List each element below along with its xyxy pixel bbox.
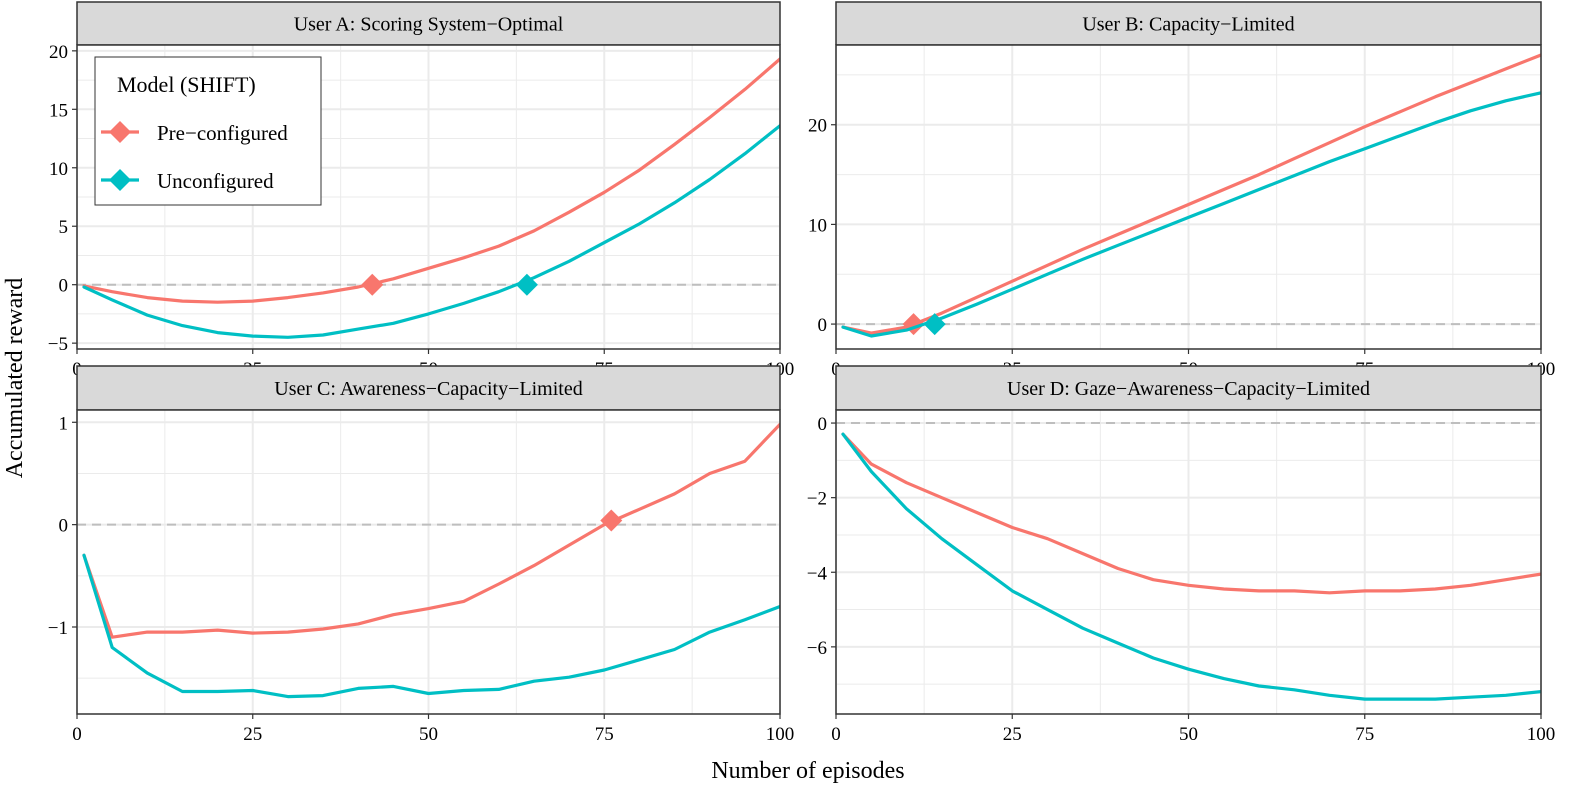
y-tick-label: 0 (818, 414, 828, 435)
panel-3: User C: Awareness−Capacity−Limited 0 25 50 7… (48, 365, 795, 745)
y-tick-label: 5 (59, 217, 69, 238)
crossover-marker-unconfigured (515, 273, 538, 296)
legend-key-marker-preconfigured (109, 121, 131, 143)
y-tick-label: 20 (49, 42, 68, 63)
panel-strip (76, 365, 781, 411)
panel-border (76, 44, 781, 350)
panel-4: User D: Gaze−Awareness−Capacity−Limited 0… (807, 365, 1556, 745)
y-tick-label: 10 (49, 159, 68, 180)
panel-border (835, 409, 1542, 715)
crossover-marker-unconfigured (923, 313, 946, 336)
x-tick-label: 0 (831, 724, 841, 745)
panel-title: User D: Gaze−Awareness−Capacity−Limited (1007, 378, 1370, 400)
series-line-preconfigured (841, 432, 1541, 595)
x-tick-label: 100 (1527, 724, 1556, 745)
legend-key-marker-unconfigured (109, 169, 131, 191)
legend-label-unconfigured: Unconfigured (157, 169, 274, 193)
panel-title: User A: Scoring System−Optimal (294, 14, 564, 36)
panel-border (76, 409, 781, 715)
panel-strip (835, 1, 1542, 46)
panel-border (835, 44, 1542, 350)
y-tick-label: 20 (808, 116, 827, 137)
panel-title: User B: Capacity−Limited (1082, 14, 1294, 36)
x-tick-label: 75 (595, 724, 614, 745)
y-tick-label: 0 (818, 315, 828, 336)
crossover-marker-preconfigured (361, 273, 384, 296)
series-line-preconfigured (82, 422, 780, 639)
y-tick-label: 0 (59, 516, 69, 537)
x-tick-label: 75 (1355, 724, 1374, 745)
y-tick-label: −5 (48, 334, 68, 355)
crossover-marker-preconfigured (600, 509, 623, 532)
panel-title: User C: Awareness−Capacity−Limited (274, 378, 582, 400)
legend-title: Model (SHIFT) (117, 72, 256, 97)
series-line-preconfigured (841, 53, 1541, 335)
series-line-preconfigured (82, 57, 780, 304)
y-tick-label: 1 (59, 413, 69, 434)
legend: Model (SHIFT) Pre−configured Unconfigured (94, 56, 322, 206)
y-tick-label: 0 (59, 276, 69, 297)
series-line-unconfigured (841, 91, 1541, 338)
y-axis-label: Accumulated reward (2, 278, 28, 479)
x-tick-label: 50 (419, 724, 438, 745)
panel-strip (835, 365, 1542, 411)
y-tick-label: 10 (808, 215, 827, 236)
series-line-unconfigured (82, 553, 780, 699)
panel-strip (76, 1, 781, 46)
x-tick-label: 100 (766, 724, 795, 745)
legend-label-preconfigured: Pre−configured (157, 121, 288, 145)
y-tick-label: −2 (807, 489, 827, 510)
series-line-unconfigured (841, 432, 1541, 701)
x-axis-label: Number of episodes (711, 758, 904, 784)
y-tick-label: −1 (48, 618, 68, 639)
x-tick-label: 50 (1179, 724, 1198, 745)
y-tick-label: −4 (807, 563, 828, 584)
x-tick-label: 25 (1003, 724, 1022, 745)
x-tick-label: 25 (243, 724, 262, 745)
y-tick-label: 15 (49, 100, 68, 121)
y-tick-label: −6 (807, 638, 827, 659)
series-line-unconfigured (82, 124, 780, 339)
panel-2: User B: Capacity−Limited025507510001020 (808, 1, 1555, 380)
x-tick-label: 0 (72, 724, 82, 745)
